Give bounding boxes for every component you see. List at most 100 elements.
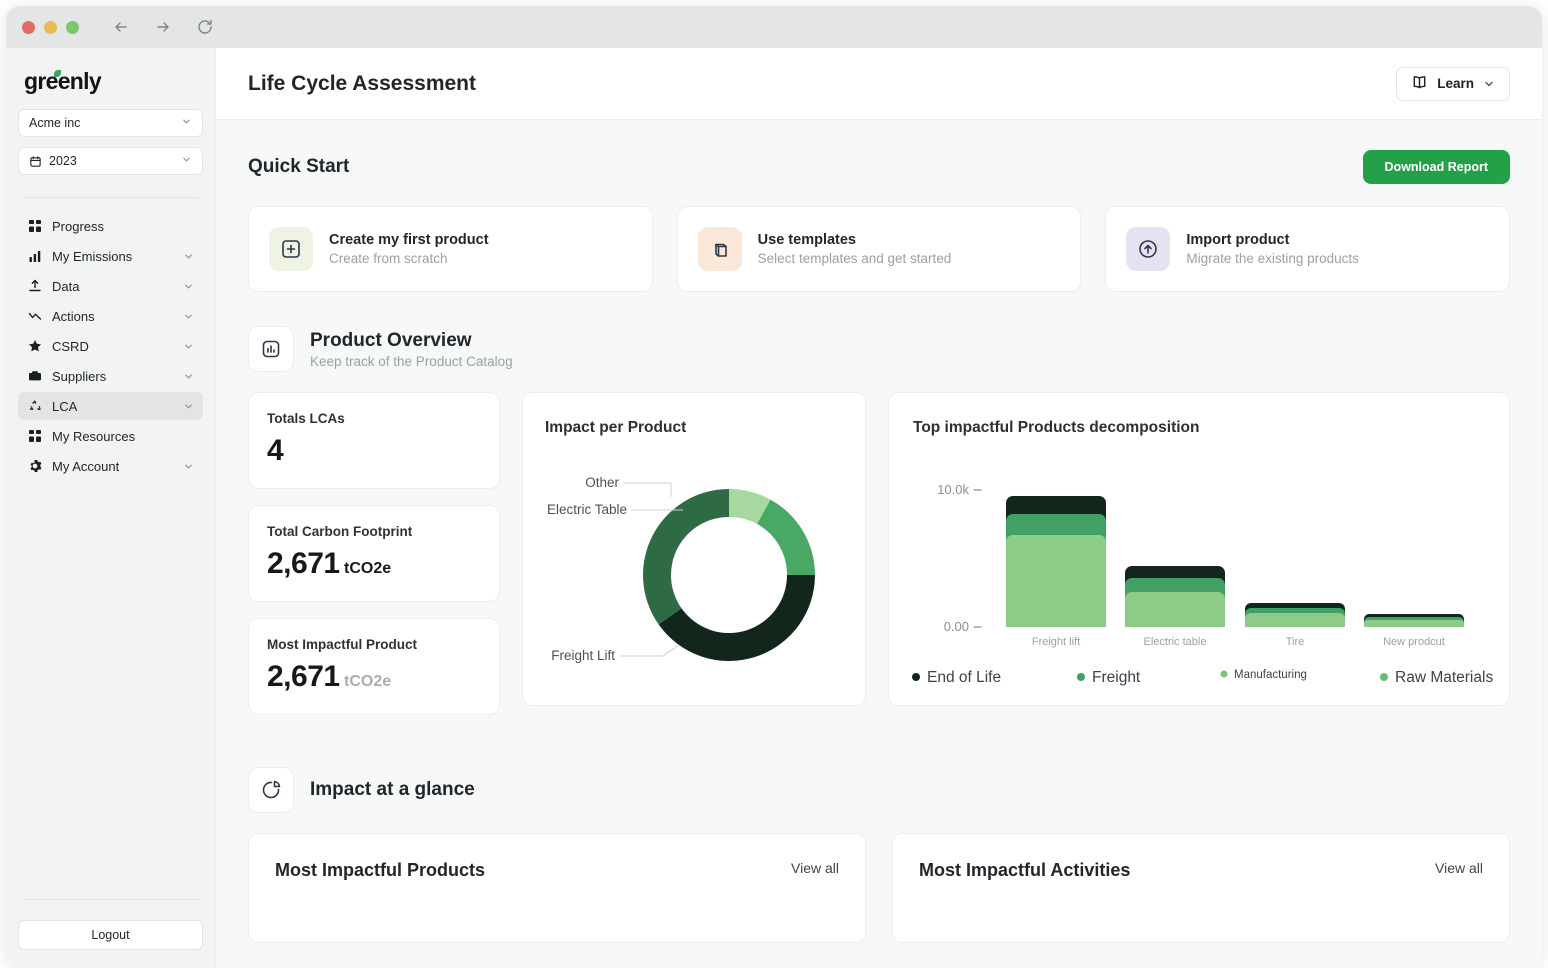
card-title: Import product [1186,232,1290,248]
legend-label-raw-materials[interactable]: Raw Materials [1395,669,1493,686]
donut-slice-electric-table[interactable] [642,489,729,625]
logout-button[interactable]: Logout [18,920,203,950]
calendar-icon [29,155,42,168]
y-axis-ticks [973,489,982,628]
sidebar-item-my-resources[interactable]: My Resources [18,422,203,450]
trend-icon [27,309,42,324]
reload-button[interactable] [195,17,215,37]
chevron-down-icon [181,116,192,130]
legend-label-end-of-life[interactable]: End of Life [927,669,1001,686]
sidebar-item-my-emissions[interactable]: My Emissions [18,242,203,270]
quick-start-cards: Create my first product Create from scra… [248,206,1511,292]
kpi-label: Totals LCAs [267,411,345,426]
donut-leader-lines [619,482,683,657]
sidebar-item-data[interactable]: Data [18,272,203,300]
bar-segment-raw-materials [1125,592,1225,627]
recycle-icon [27,399,42,414]
bar-group-freight-lift[interactable] [1006,496,1106,627]
import-product-card[interactable]: Import product Migrate the existing prod… [1105,206,1511,292]
x-label-3: New prodcut [1383,636,1445,648]
sidebar-item-my-account[interactable]: My Account [18,452,203,480]
kpi-total-carbon-footprint: Total Carbon Footprint 2,671 tCO2e [248,505,500,602]
overview-row: Totals LCAs 4 Total Carbon Footprint 2,6… [248,392,1510,715]
legend-label-manufacturing[interactable]: Manufacturing [1234,669,1307,681]
forward-button[interactable] [153,17,173,37]
donut-label-other: Other [585,475,619,490]
quick-start-title: Quick Start [248,156,350,177]
minimize-window-button[interactable] [44,20,57,34]
chevron-down-icon [183,371,194,382]
legend-label-freight[interactable]: Freight [1092,669,1141,686]
view-all-link[interactable]: View all [791,860,839,876]
bar-chart-legend: End of Life Freight Manufacturing Raw Ma… [912,669,1493,686]
legend-dot-freight [1077,673,1085,681]
year-select-value: 2023 [49,154,77,168]
kpi-unit: tCO2e [344,673,392,690]
impact-per-product-panel: Impact per Product [522,392,866,706]
sidebar-item-actions[interactable]: Actions [18,302,203,330]
legend-dot-manufacturing [1220,670,1228,678]
kpi-column: Totals LCAs 4 Total Carbon Footprint 2,6… [248,392,500,715]
upload-circle-icon [1126,227,1171,271]
gear-icon [27,459,42,474]
sidebar-item-progress[interactable]: Progress [18,212,203,240]
donut-slice-other[interactable] [729,488,771,524]
top-impactful-products-chart: 10.0k 0.00 [912,482,1493,686]
card-title: Use templates [757,232,856,248]
top-impactful-products-title: Top impactful Products decomposition [913,419,1200,436]
donut-slice-freight-lift[interactable] [658,575,815,662]
bar-group-electric-table[interactable] [1125,566,1225,627]
kpi-label: Most Impactful Product [267,637,418,652]
card-subtitle: Migrate the existing products [1186,251,1359,266]
top-impactful-products-panel: Top impactful Products decomposition 10.… [888,392,1510,706]
kpi-most-impactful-product: Most Impactful Product 2,671 tCO2e [248,618,500,715]
y-tick-bottom: 0.00 [944,619,969,634]
donut-slice-2[interactable] [757,499,816,575]
sidebar-item-lca[interactable]: LCA [18,392,203,420]
kpi-value: 2,671 [267,547,340,580]
x-label-2: Tire [1286,636,1305,648]
bar-segment-raw-materials [1364,620,1464,627]
bar-group-new-prodcut[interactable] [1364,614,1464,627]
upload-icon [27,279,42,294]
chevron-down-icon [1483,78,1495,90]
impact-per-product-title: Impact per Product [545,419,687,436]
learn-button-label: Learn [1437,76,1474,91]
chevron-down-icon [183,251,194,262]
back-button[interactable] [111,17,131,37]
download-report-button[interactable]: Download Report [1362,150,1510,184]
chart-square-icon [248,326,294,372]
star-icon [27,339,42,354]
sidebar-item-csrd[interactable]: CSRD [18,332,203,360]
briefcase-icon [27,369,42,384]
glance-title: Impact at a glance [310,779,475,800]
bar-group-tire[interactable] [1245,603,1345,627]
sidebar-item-suppliers[interactable]: Suppliers [18,362,203,390]
year-select[interactable]: 2023 [18,147,203,175]
glance-header: Impact at a glance [248,767,1510,813]
chevron-down-icon [183,401,194,412]
learn-button[interactable]: Learn [1396,66,1510,101]
page-content: Quick Start Download Report Create my fi… [216,120,1542,943]
company-select[interactable]: Acme inc [18,109,203,137]
app-logo: greenly [18,48,203,109]
use-templates-card[interactable]: Use templates Select templates and get s… [676,206,1082,292]
sidebar-item-label: My Account [52,458,120,474]
sidebar-item-label: Actions [52,308,95,324]
maximize-window-button[interactable] [66,20,79,34]
card-subtitle: Select templates and get started [757,251,952,266]
cube-icon [697,227,742,271]
create-product-card[interactable]: Create my first product Create from scra… [248,206,653,292]
sidebar: greenly Acme inc 2023 [6,48,216,968]
close-window-button[interactable] [22,20,35,34]
chevron-down-icon [183,461,194,472]
logo-text: greenly [24,68,102,94]
y-tick-top: 10.0k [937,482,969,497]
company-select-value: Acme inc [29,116,81,130]
sidebar-item-label: My Emissions [52,248,133,264]
app-window: greenly Acme inc 2023 [6,6,1542,968]
leaf-icon [54,70,61,77]
view-all-link[interactable]: View all [1435,860,1483,876]
kpi-total-lcas: Totals LCAs 4 [248,392,500,489]
sidebar-item-label: Suppliers [52,368,107,384]
